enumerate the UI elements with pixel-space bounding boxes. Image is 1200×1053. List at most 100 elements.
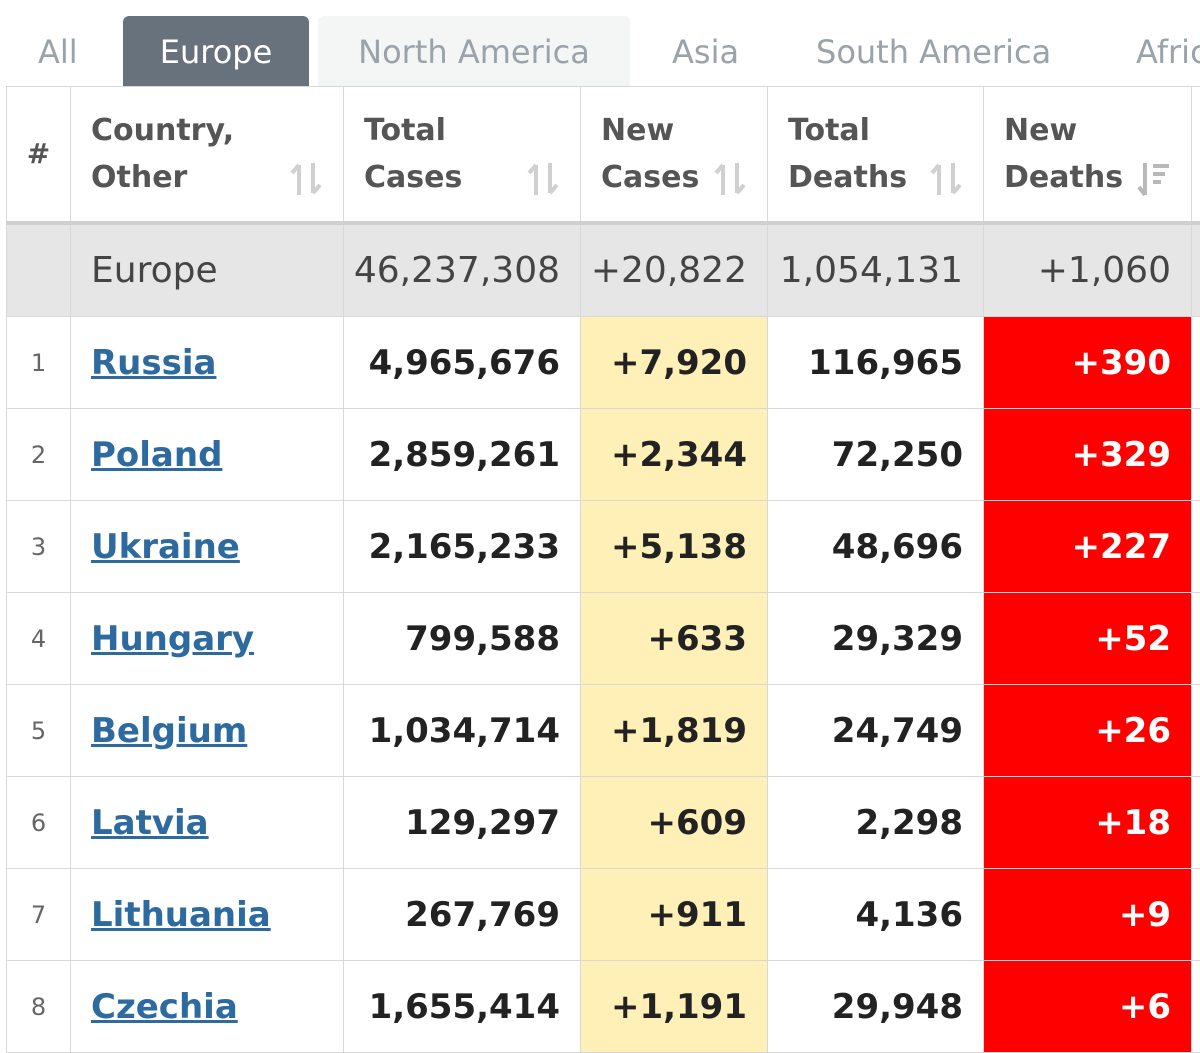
country-cell: Hungary xyxy=(70,592,344,685)
new-cases-cell: +1,819 xyxy=(580,684,768,777)
new-cases-cell: +633 xyxy=(580,592,768,685)
tab-north-america[interactable]: North America xyxy=(318,16,630,88)
total-deaths-cell: 24,749 xyxy=(767,684,984,777)
total-deaths-cell: 29,329 xyxy=(767,592,984,685)
header-row: # Country, Other Total Cases New Cases Tota… xyxy=(6,86,1200,225)
country-link[interactable]: Poland xyxy=(91,434,223,475)
new-cases-cell: +1,191 xyxy=(580,960,768,1053)
table-row: 2 Poland 2,859,261 +2,344 72,250 +329 xyxy=(6,408,1200,501)
country-link[interactable]: Ukraine xyxy=(91,526,240,567)
new-deaths-cell: +9 xyxy=(983,868,1192,961)
new-cases-cell: +7,920 xyxy=(580,316,768,409)
total-cases-cell: 2,165,233 xyxy=(343,500,581,593)
total-deaths-cell: 2,298 xyxy=(767,776,984,869)
tab-asia[interactable]: Asia xyxy=(672,33,740,71)
total-deaths-cell: 29,948 xyxy=(767,960,984,1053)
total-cases-cell: 1,655,414 xyxy=(343,960,581,1053)
region-name: Europe xyxy=(70,222,344,317)
row-num: 6 xyxy=(6,776,71,869)
sort-updown-icon[interactable] xyxy=(526,161,560,197)
header-country[interactable]: Country, Other xyxy=(70,86,344,225)
tab-south-america[interactable]: South America xyxy=(816,33,1052,71)
total-deaths-cell: 72,250 xyxy=(767,408,984,501)
row-overflow xyxy=(1191,316,1200,409)
table-row: 4 Hungary 799,588 +633 29,329 +52 xyxy=(6,592,1200,685)
tab-africa[interactable]: Afric xyxy=(1136,33,1200,71)
row-num: 7 xyxy=(6,868,71,961)
country-link[interactable]: Lithuania xyxy=(91,894,271,935)
new-deaths-cell: +390 xyxy=(983,316,1192,409)
new-deaths-cell: +329 xyxy=(983,408,1192,501)
table-row: 5 Belgium 1,034,714 +1,819 24,749 +26 xyxy=(6,684,1200,777)
table-row: 3 Ukraine 2,165,233 +5,138 48,696 +227 xyxy=(6,500,1200,593)
row-num: 5 xyxy=(6,684,71,777)
covid-table: # Country, Other Total Cases New Cases Tota… xyxy=(6,86,1200,1053)
new-cases-cell: +2,344 xyxy=(580,408,768,501)
row-overflow xyxy=(1191,960,1200,1053)
region-total-row: Europe 46,237,308 +20,822 1,054,131 +1,0… xyxy=(6,222,1200,317)
sort-updown-icon[interactable] xyxy=(289,161,323,197)
tab-europe[interactable]: Europe xyxy=(123,16,309,88)
country-cell: Ukraine xyxy=(70,500,344,593)
row-num: 4 xyxy=(6,592,71,685)
header-total-deaths[interactable]: Total Deaths xyxy=(767,86,984,225)
row-num: 2 xyxy=(6,408,71,501)
total-cases-cell: 799,588 xyxy=(343,592,581,685)
table-row: 1 Russia 4,965,676 +7,920 116,965 +390 xyxy=(6,316,1200,409)
header-overflow xyxy=(1191,86,1200,225)
row-num: 8 xyxy=(6,960,71,1053)
total-deaths-cell: 48,696 xyxy=(767,500,984,593)
region-tabs: All Europe North America Asia South Amer… xyxy=(0,0,1200,88)
table-row: 8 Czechia 1,655,414 +1,191 29,948 +6 xyxy=(6,960,1200,1053)
total-cases-cell: 1,034,714 xyxy=(343,684,581,777)
new-deaths-cell: +227 xyxy=(983,500,1192,593)
new-deaths-cell: +6 xyxy=(983,960,1192,1053)
table-row: 6 Latvia 129,297 +609 2,298 +18 xyxy=(6,776,1200,869)
country-cell: Latvia xyxy=(70,776,344,869)
header-num[interactable]: # xyxy=(6,86,71,225)
region-total-cases: 46,237,308 xyxy=(343,222,581,317)
sort-updown-icon[interactable] xyxy=(713,161,747,197)
country-link[interactable]: Russia xyxy=(91,342,217,383)
new-cases-cell: +609 xyxy=(580,776,768,869)
country-cell: Czechia xyxy=(70,960,344,1053)
total-deaths-cell: 116,965 xyxy=(767,316,984,409)
region-total-deaths: 1,054,131 xyxy=(767,222,984,317)
region-overflow xyxy=(1191,222,1200,317)
new-deaths-cell: +18 xyxy=(983,776,1192,869)
row-num: 3 xyxy=(6,500,71,593)
country-link[interactable]: Belgium xyxy=(91,710,248,751)
row-overflow xyxy=(1191,684,1200,777)
sort-desc-icon[interactable] xyxy=(1137,161,1171,197)
row-num: 1 xyxy=(6,316,71,409)
new-deaths-cell: +26 xyxy=(983,684,1192,777)
region-new-cases: +20,822 xyxy=(580,222,768,317)
country-cell: Belgium xyxy=(70,684,344,777)
new-cases-cell: +5,138 xyxy=(580,500,768,593)
header-new-deaths[interactable]: New Deaths xyxy=(983,86,1192,225)
sort-updown-icon[interactable] xyxy=(929,161,963,197)
country-cell: Russia xyxy=(70,316,344,409)
table-row: 7 Lithuania 267,769 +911 4,136 +9 xyxy=(6,868,1200,961)
new-cases-cell: +911 xyxy=(580,868,768,961)
country-cell: Poland xyxy=(70,408,344,501)
row-overflow xyxy=(1191,408,1200,501)
total-cases-cell: 2,859,261 xyxy=(343,408,581,501)
tab-all[interactable]: All xyxy=(38,33,78,71)
total-cases-cell: 4,965,676 xyxy=(343,316,581,409)
total-deaths-cell: 4,136 xyxy=(767,868,984,961)
total-cases-cell: 267,769 xyxy=(343,868,581,961)
country-link[interactable]: Czechia xyxy=(91,986,238,1027)
total-cases-cell: 129,297 xyxy=(343,776,581,869)
row-overflow xyxy=(1191,500,1200,593)
header-total-cases[interactable]: Total Cases xyxy=(343,86,581,225)
row-overflow xyxy=(1191,592,1200,685)
region-num xyxy=(6,222,71,317)
country-link[interactable]: Hungary xyxy=(91,618,255,659)
new-deaths-cell: +52 xyxy=(983,592,1192,685)
country-link[interactable]: Latvia xyxy=(91,802,209,843)
row-overflow xyxy=(1191,868,1200,961)
country-cell: Lithuania xyxy=(70,868,344,961)
region-new-deaths: +1,060 xyxy=(983,222,1192,317)
header-new-cases[interactable]: New Cases xyxy=(580,86,768,225)
